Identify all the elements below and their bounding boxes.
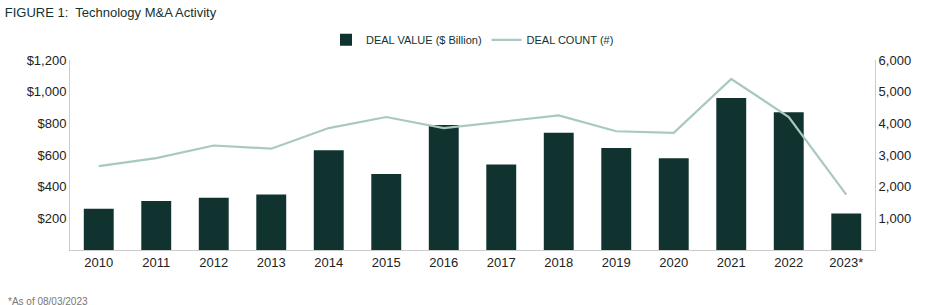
svg-text:2018: 2018 [544,255,573,270]
svg-text:$400: $400 [37,179,66,194]
svg-text:2022: 2022 [774,255,803,270]
svg-text:2012: 2012 [199,255,228,270]
svg-text:$600: $600 [37,148,66,163]
svg-text:6,000: 6,000 [879,53,912,68]
svg-text:2021: 2021 [717,255,746,270]
svg-text:2016: 2016 [429,255,458,270]
svg-text:2011: 2011 [142,255,170,270]
svg-text:$200: $200 [37,211,66,226]
svg-text:5,000: 5,000 [879,84,912,99]
svg-text:2,000: 2,000 [879,179,912,194]
svg-text:2019: 2019 [602,255,631,270]
svg-text:$1,200: $1,200 [27,53,67,68]
svg-text:*As of 08/03/2023: *As of 08/03/2023 [8,296,88,305]
svg-text:4,000: 4,000 [879,116,912,131]
svg-text:2020: 2020 [659,255,688,270]
svg-text:DEAL COUNT (#): DEAL COUNT (#) [527,34,614,46]
svg-text:$1,000: $1,000 [27,84,67,99]
svg-text:2015: 2015 [372,255,401,270]
svg-text:2017: 2017 [487,255,516,270]
svg-text:1,000: 1,000 [879,211,912,226]
svg-text:2023*: 2023* [829,255,863,270]
svg-text:3,000: 3,000 [879,148,912,163]
svg-text:2014: 2014 [314,255,343,270]
svg-text:2010: 2010 [84,255,113,270]
svg-text:2013: 2013 [257,255,286,270]
svg-text:FIGURE 1: Technology M&A Acti: FIGURE 1: Technology M&A Activity [5,5,217,20]
svg-text:DEAL VALUE ($ Billion): DEAL VALUE ($ Billion) [366,34,482,46]
svg-text:$800: $800 [37,116,66,131]
